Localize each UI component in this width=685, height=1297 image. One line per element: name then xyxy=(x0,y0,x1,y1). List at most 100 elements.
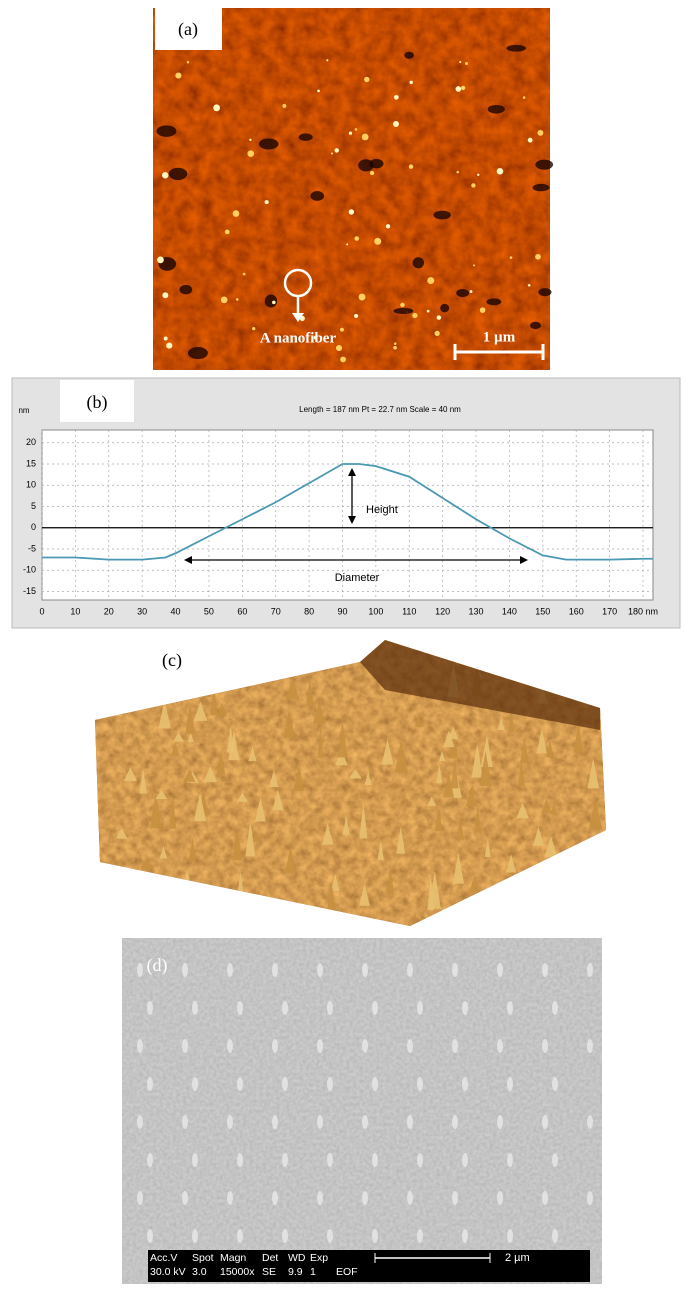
y-tick-label: 10 xyxy=(26,480,36,490)
dot xyxy=(587,1115,593,1129)
dot xyxy=(372,1077,378,1091)
dot xyxy=(452,963,458,977)
dot xyxy=(137,1115,143,1129)
spot xyxy=(471,183,475,187)
spot xyxy=(497,168,504,175)
dark-spot xyxy=(456,289,469,297)
peak xyxy=(155,689,161,705)
dot xyxy=(237,1153,243,1167)
dot xyxy=(137,1039,143,1053)
spot xyxy=(473,264,475,266)
dot xyxy=(587,1191,593,1205)
x-tick-label: 100 xyxy=(368,606,383,616)
dot xyxy=(462,1077,468,1091)
dot xyxy=(542,963,548,977)
dark-spot xyxy=(506,45,526,52)
peak xyxy=(142,878,152,898)
peak xyxy=(145,668,153,690)
dot xyxy=(362,1039,368,1053)
afm-image xyxy=(153,8,550,370)
dot xyxy=(137,963,143,977)
peak xyxy=(103,660,114,696)
dot xyxy=(452,1039,458,1053)
dot xyxy=(147,1229,153,1243)
annotation: A nanofiber xyxy=(260,330,337,346)
dot xyxy=(587,1039,593,1053)
spot xyxy=(162,292,168,298)
spot xyxy=(236,298,239,301)
chart-header: Length = 187 nm Pt = 22.7 nm Scale = 40 … xyxy=(299,405,461,414)
spot xyxy=(225,230,230,235)
dot xyxy=(372,1229,378,1243)
dot xyxy=(192,1077,198,1091)
spot xyxy=(335,148,339,152)
info-cell: Acc.V xyxy=(150,1252,177,1264)
x-tick-label: 70 xyxy=(271,606,281,616)
dark-spot xyxy=(157,125,177,137)
peak xyxy=(151,681,163,706)
scale-label: 1 µm xyxy=(483,329,516,345)
info-cell: Det xyxy=(262,1252,278,1264)
panel-c: (c) xyxy=(90,635,610,930)
spot xyxy=(427,277,434,284)
dark-spot xyxy=(530,322,541,329)
x-tick-label: 40 xyxy=(171,606,181,616)
panel-a: (a) A nanofiber 1 µm xyxy=(153,8,553,370)
spot xyxy=(427,310,430,313)
spot xyxy=(233,210,240,217)
dark-spot xyxy=(394,308,414,314)
spot xyxy=(400,303,404,307)
spot xyxy=(349,132,352,135)
spot xyxy=(394,95,399,100)
spot xyxy=(221,296,228,303)
peak xyxy=(200,672,212,697)
spot xyxy=(249,139,251,141)
spot xyxy=(213,104,220,111)
dot xyxy=(362,963,368,977)
dot xyxy=(147,1001,153,1015)
x-tick-label: 80 xyxy=(304,606,314,616)
y-tick-label: 5 xyxy=(31,501,36,511)
dot xyxy=(497,1039,503,1053)
x-tick-label: 140 xyxy=(502,606,517,616)
spot xyxy=(346,243,348,245)
dot xyxy=(182,1115,188,1129)
dot xyxy=(407,1191,413,1205)
dot xyxy=(227,1039,233,1053)
dot xyxy=(227,1191,233,1205)
spot xyxy=(386,224,390,228)
spot xyxy=(359,294,366,301)
page: {"panels": { "a": {"label": "(a)", "anno… xyxy=(0,0,685,1292)
x-tick-label: 150 xyxy=(535,606,550,616)
panel-b: (b) Length = 187 nm Pt = 22.7 nm Scale =… xyxy=(12,378,680,628)
spot xyxy=(374,238,381,245)
spot xyxy=(354,314,358,318)
dark-spot xyxy=(310,191,324,201)
dot xyxy=(417,1229,423,1243)
dot xyxy=(507,1001,513,1015)
info-cell: 9.9 xyxy=(288,1266,303,1278)
dot xyxy=(497,963,503,977)
dot xyxy=(497,1115,503,1129)
peak xyxy=(115,685,124,714)
dot xyxy=(417,1077,423,1091)
spot xyxy=(166,342,172,348)
spot xyxy=(326,59,328,61)
dot xyxy=(372,1153,378,1167)
dot xyxy=(317,1115,323,1129)
spot xyxy=(528,284,531,287)
dot xyxy=(417,1153,423,1167)
spot xyxy=(355,128,358,131)
spot xyxy=(340,357,346,363)
spot xyxy=(461,86,465,90)
annotation: Diameter xyxy=(335,572,380,584)
dot xyxy=(317,1039,323,1053)
info-cell: 30.0 kV xyxy=(150,1266,186,1278)
info-cell: EOF xyxy=(336,1266,358,1278)
spot xyxy=(247,150,254,157)
panel-label: (c) xyxy=(162,650,182,671)
spot xyxy=(370,171,374,175)
x-tick-label: 10 xyxy=(70,606,80,616)
spot xyxy=(243,273,246,276)
dot xyxy=(587,963,593,977)
